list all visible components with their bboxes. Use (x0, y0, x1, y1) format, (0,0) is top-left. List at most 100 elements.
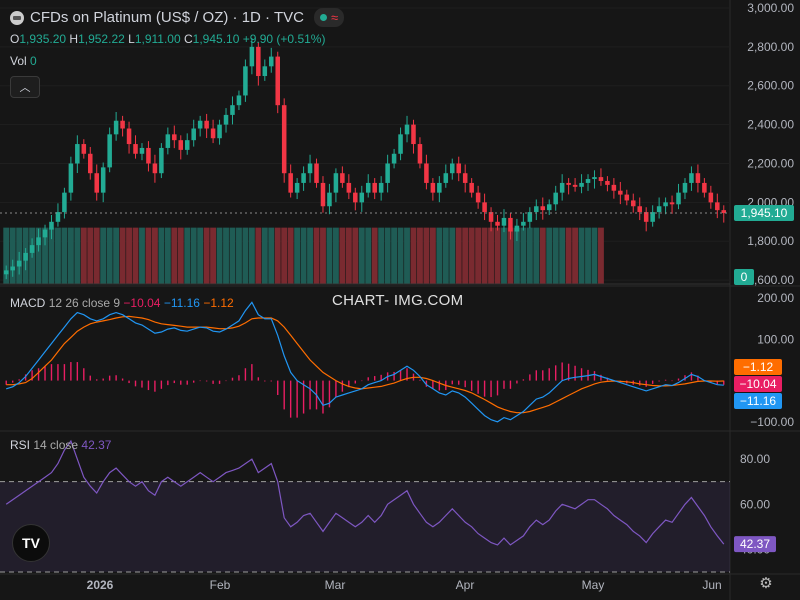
macd-histogram-bar (677, 378, 680, 381)
volume-bar (345, 227, 352, 284)
platinum-logo-icon (10, 10, 24, 25)
candle-body (333, 173, 339, 193)
volume-bar (184, 227, 191, 284)
macd-histogram-bar (186, 380, 188, 385)
macd-histogram-bar (218, 380, 221, 384)
macd-histogram-bar (477, 380, 479, 394)
macd-legend: MACD 12 26 close 9 −10.04 −11.16 −1.12 (10, 296, 234, 310)
volume-bar (3, 227, 10, 284)
macd-histogram-bar (723, 380, 725, 385)
candle-body (49, 221, 54, 230)
volume-bar (565, 227, 572, 284)
macd-tick-label: −100.00 (750, 415, 794, 429)
candle-body (275, 56, 280, 106)
candle-body (540, 206, 546, 211)
candle-body (592, 177, 597, 180)
volume-bar (417, 227, 423, 284)
macd-histogram-bar (225, 380, 227, 382)
candle-body (359, 192, 365, 203)
high-key: H (69, 32, 79, 46)
rsi-line (5, 439, 725, 546)
macd-histogram-bar (671, 380, 673, 382)
macd-value-badge (734, 393, 782, 409)
open-value: 1,935.20 (19, 32, 67, 46)
macd-histogram-bar (154, 380, 156, 392)
macd-histogram-bar (244, 368, 247, 381)
candle-body (605, 180, 610, 185)
tradingview-logo-icon[interactable]: TV (12, 524, 50, 562)
volume-bar (513, 227, 520, 284)
volume-bar (429, 227, 436, 284)
volume-bar (9, 227, 16, 284)
volume-bar (598, 227, 604, 284)
volume-bar (171, 227, 178, 284)
volume-bar (507, 227, 514, 284)
candle-body (236, 95, 242, 106)
candle-body (68, 163, 74, 193)
candle-body (159, 147, 164, 174)
macd-histogram-bar (593, 371, 596, 381)
macd-histogram-bar (134, 380, 137, 387)
candle-body (372, 182, 377, 193)
candle-body (702, 182, 707, 193)
volume-bar (274, 227, 281, 284)
macd-histogram-bar (548, 368, 550, 381)
open-key: O (10, 32, 20, 46)
rsi-value: 42.37 (81, 438, 112, 452)
candle-body (204, 120, 209, 129)
macd-histogram-bar (44, 366, 46, 381)
volume-bar (100, 227, 107, 284)
macd-histogram-bar (542, 370, 544, 381)
status-pill[interactable]: ≈ (313, 8, 345, 27)
volume-bar (287, 227, 294, 284)
price-tick-label: 3,000.00 (747, 1, 794, 15)
candle-body (281, 105, 287, 174)
macd-histogram-bar (270, 380, 272, 382)
macd-histogram-bar (690, 372, 693, 381)
volume-bar (35, 227, 42, 284)
candle-body (456, 163, 461, 174)
volume-bar (67, 227, 74, 284)
macd-histogram-bar (205, 380, 208, 382)
candle-body (398, 134, 403, 154)
macd-histogram-bar (96, 379, 98, 381)
macd-histogram-bar (257, 377, 260, 381)
candle-body (462, 173, 468, 183)
candle-body (404, 124, 410, 135)
macd-histogram-bar (399, 370, 402, 381)
candle-body (23, 252, 28, 261)
volume-bar (578, 227, 585, 284)
macd-histogram-bar (496, 380, 499, 396)
macd-histogram-bar (115, 375, 117, 381)
macd-histogram-bar (522, 379, 525, 381)
rsi-legend: RSI 14 close 42.37 (10, 438, 111, 452)
volume-badge (734, 269, 754, 285)
macd-histogram-bar (341, 380, 344, 392)
volume-bar (236, 227, 242, 284)
macd-histogram-bar (128, 380, 130, 384)
candle-body (307, 163, 313, 174)
volume-bar (87, 227, 94, 284)
change-value: +9.90 (+0.51%) (242, 32, 326, 46)
volume-bar (93, 227, 100, 284)
volume-bar (391, 227, 398, 284)
macd-histogram-bar (567, 363, 570, 381)
macd-line-value: −11.16 (163, 296, 200, 310)
volume-bar (546, 227, 553, 284)
close-value: 1,945.10 (192, 32, 240, 46)
gear-icon[interactable]: ⚙ (759, 575, 773, 592)
volume-bar (248, 227, 255, 284)
last-price-badge (734, 205, 794, 222)
ohlc-readout: O1,935.20 H1,952.22 L1,911.00 C1,945.10 … (10, 32, 325, 46)
close-key: C (184, 32, 193, 46)
macd-histogram-bar (419, 379, 421, 381)
macd-histogram-bar (561, 362, 563, 381)
candle-body (152, 163, 158, 174)
macd-histogram-bar (716, 380, 719, 385)
macd-histogram-bar (490, 380, 492, 398)
collapse-legend-button[interactable]: ︿ (10, 76, 40, 98)
candle-body (495, 221, 500, 226)
macd-histogram-bar (529, 374, 531, 381)
candle-body (669, 202, 675, 205)
